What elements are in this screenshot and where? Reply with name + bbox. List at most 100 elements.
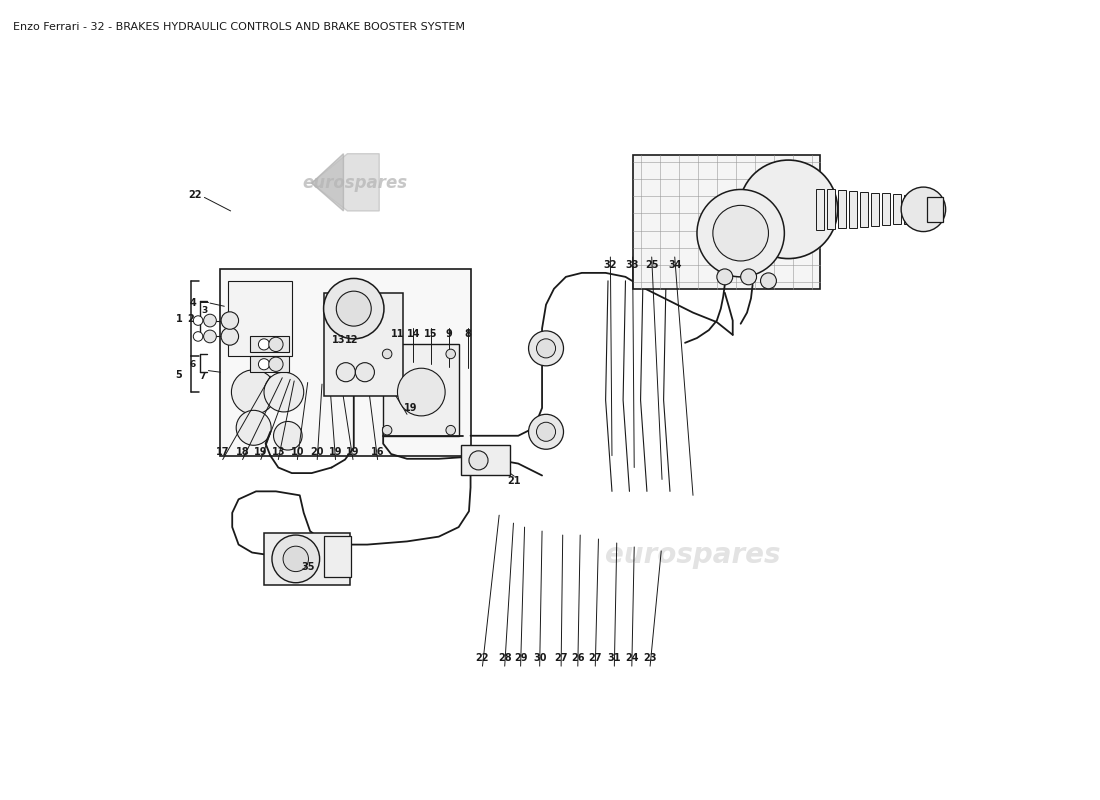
Circle shape bbox=[739, 160, 837, 258]
Text: 27: 27 bbox=[554, 653, 568, 663]
Text: 26: 26 bbox=[571, 653, 584, 663]
Circle shape bbox=[446, 426, 455, 435]
Bar bbox=[892, 194, 901, 225]
Text: 28: 28 bbox=[498, 653, 512, 663]
Bar bbox=[229, 281, 292, 356]
Text: 25: 25 bbox=[645, 260, 659, 270]
Circle shape bbox=[337, 291, 372, 326]
Polygon shape bbox=[311, 154, 379, 211]
Text: 29: 29 bbox=[514, 653, 527, 663]
Bar bbox=[251, 356, 288, 372]
Text: 12: 12 bbox=[345, 335, 359, 346]
Circle shape bbox=[283, 546, 308, 571]
Circle shape bbox=[529, 414, 563, 450]
Text: 21: 21 bbox=[507, 476, 521, 486]
Bar bbox=[634, 155, 821, 289]
Bar bbox=[860, 192, 868, 227]
Circle shape bbox=[740, 269, 757, 285]
Text: 15: 15 bbox=[425, 329, 438, 339]
Text: 3: 3 bbox=[201, 306, 208, 314]
Circle shape bbox=[323, 278, 384, 339]
Circle shape bbox=[204, 330, 217, 342]
Circle shape bbox=[717, 269, 733, 285]
Circle shape bbox=[194, 332, 202, 342]
Bar bbox=[827, 190, 835, 229]
Text: 27: 27 bbox=[588, 653, 602, 663]
Circle shape bbox=[258, 358, 270, 370]
Text: 11: 11 bbox=[390, 329, 404, 339]
Text: 30: 30 bbox=[532, 653, 547, 663]
Circle shape bbox=[221, 328, 239, 345]
Circle shape bbox=[337, 362, 355, 382]
Text: 7: 7 bbox=[199, 372, 206, 381]
Text: 34: 34 bbox=[668, 260, 682, 270]
Circle shape bbox=[469, 451, 488, 470]
Circle shape bbox=[713, 206, 769, 261]
Bar bbox=[383, 344, 459, 436]
Bar bbox=[927, 197, 944, 222]
Text: 13: 13 bbox=[332, 335, 345, 346]
Circle shape bbox=[446, 349, 455, 358]
Text: 4: 4 bbox=[189, 298, 196, 308]
Circle shape bbox=[204, 314, 217, 327]
Text: eurospares: eurospares bbox=[605, 541, 781, 569]
Text: 31: 31 bbox=[607, 653, 621, 663]
Circle shape bbox=[355, 362, 374, 382]
Circle shape bbox=[697, 190, 784, 277]
Text: 8: 8 bbox=[464, 329, 472, 339]
Text: 22: 22 bbox=[188, 190, 201, 200]
Circle shape bbox=[529, 331, 563, 366]
Text: 9: 9 bbox=[446, 329, 452, 339]
Bar bbox=[871, 193, 879, 226]
Circle shape bbox=[537, 422, 556, 442]
Bar bbox=[849, 191, 857, 228]
Bar bbox=[220, 269, 471, 456]
Text: 24: 24 bbox=[625, 653, 639, 663]
Text: 6: 6 bbox=[189, 360, 196, 369]
Circle shape bbox=[236, 410, 272, 446]
Text: 19: 19 bbox=[404, 403, 418, 413]
Circle shape bbox=[194, 316, 202, 326]
Text: 16: 16 bbox=[371, 446, 384, 457]
Circle shape bbox=[272, 535, 320, 582]
Text: 14: 14 bbox=[407, 329, 420, 339]
Circle shape bbox=[264, 372, 304, 412]
Text: 17: 17 bbox=[216, 446, 230, 457]
Circle shape bbox=[760, 273, 777, 289]
Circle shape bbox=[258, 339, 270, 350]
Circle shape bbox=[537, 339, 556, 358]
Text: 32: 32 bbox=[604, 260, 617, 270]
Text: 18: 18 bbox=[235, 446, 250, 457]
Circle shape bbox=[221, 312, 239, 330]
Circle shape bbox=[231, 370, 276, 414]
Bar bbox=[461, 446, 510, 475]
Bar bbox=[323, 536, 351, 577]
Circle shape bbox=[383, 426, 392, 435]
Bar bbox=[882, 194, 890, 226]
Bar bbox=[838, 190, 846, 229]
Text: Enzo Ferrari - 32 - BRAKES HYDRAULIC CONTROLS AND BRAKE BOOSTER SYSTEM: Enzo Ferrari - 32 - BRAKES HYDRAULIC CON… bbox=[13, 22, 465, 32]
Circle shape bbox=[274, 422, 302, 450]
Text: 23: 23 bbox=[644, 653, 657, 663]
Circle shape bbox=[383, 349, 392, 358]
Text: eurospares: eurospares bbox=[302, 174, 408, 192]
Text: 19: 19 bbox=[346, 446, 360, 457]
Text: 19: 19 bbox=[254, 446, 267, 457]
Bar bbox=[323, 293, 403, 396]
Text: 10: 10 bbox=[290, 446, 304, 457]
Text: 33: 33 bbox=[626, 260, 639, 270]
Text: 19: 19 bbox=[329, 446, 342, 457]
Circle shape bbox=[901, 187, 946, 231]
Text: 13: 13 bbox=[272, 446, 285, 457]
Bar bbox=[816, 189, 824, 230]
Text: 20: 20 bbox=[310, 446, 324, 457]
Bar bbox=[903, 195, 912, 224]
Bar bbox=[251, 337, 288, 352]
Text: 5: 5 bbox=[176, 370, 183, 379]
Text: 1: 1 bbox=[176, 314, 183, 324]
Circle shape bbox=[268, 338, 283, 351]
Circle shape bbox=[397, 368, 446, 416]
Text: 2: 2 bbox=[187, 314, 195, 324]
Text: 22: 22 bbox=[475, 653, 490, 663]
Circle shape bbox=[268, 357, 283, 371]
